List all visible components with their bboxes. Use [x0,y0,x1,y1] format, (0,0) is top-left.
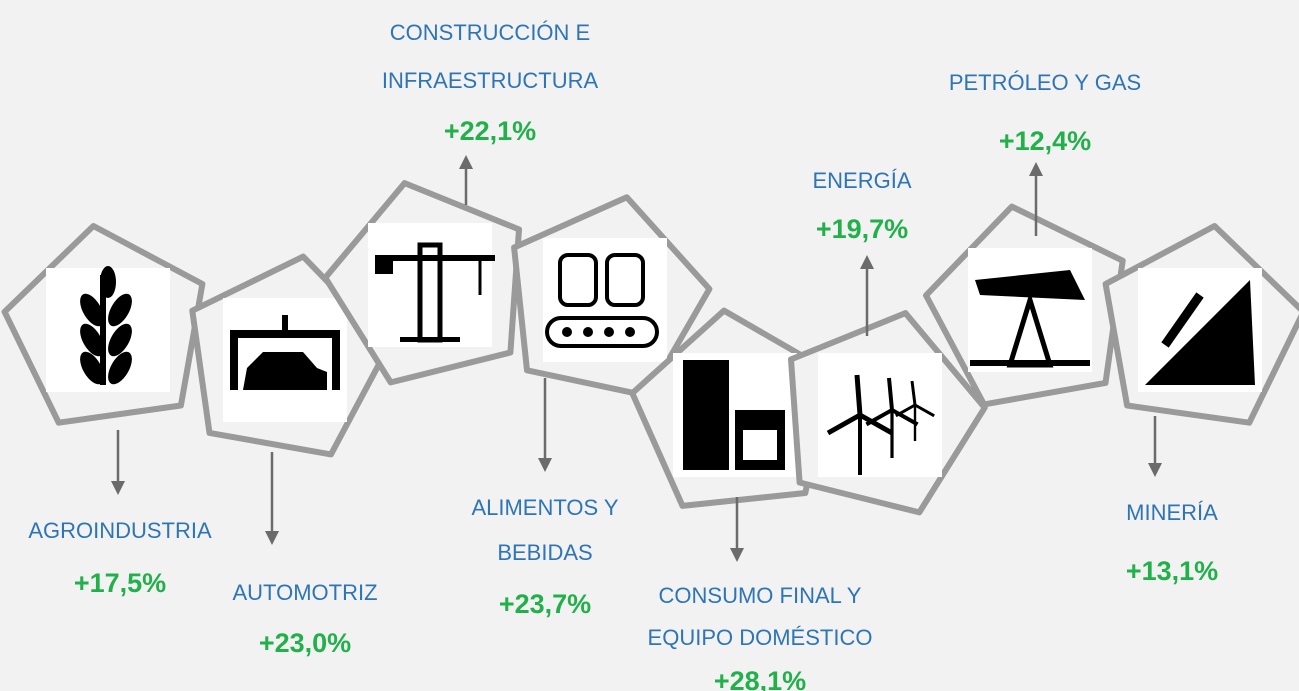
icon-part [895,380,935,418]
icon-part [230,330,340,338]
arrow-head [1148,463,1162,477]
icon-part [975,270,1085,300]
sector: ALIMENTOS Y BEBIDAS +23,7% [471,194,713,619]
sector-growth: +23,0% [259,628,351,658]
sector-label: AGROINDUSTRIA [28,518,212,543]
sector: PETRÓLEO Y GAS +12,4% [923,70,1141,408]
sector-label: CONSUMO FINAL Y [659,583,862,608]
icon-part [826,374,894,436]
icon-part [604,327,614,337]
icon [230,315,340,390]
arrow-head [538,458,552,472]
icon-part [583,327,593,337]
icon-part [562,327,572,337]
icon-box [368,223,492,347]
arrow-head [265,531,279,545]
arrow-head [1029,162,1043,176]
sector-label: PETRÓLEO Y GAS [949,70,1141,95]
sector-growth: +13,1% [1126,556,1218,586]
icon-part [865,377,919,427]
arrow-head [860,255,874,269]
arrow-head [459,155,473,169]
sector-label: ENERGÍA [812,168,911,193]
sector-label: MINERÍA [1126,500,1218,525]
sector-label: INFRAESTRUCTURA [382,68,599,93]
icon [826,374,935,475]
sector-label: ALIMENTOS Y [471,495,618,520]
sector-label: BEBIDAS [497,540,592,565]
icon-part [625,327,635,337]
icon [683,360,785,470]
sector-growth: +17,5% [74,568,166,598]
sector-label: AUTOMOTRIZ [232,580,377,605]
icon-part [545,316,659,348]
icon-part [282,315,288,330]
sector-growth: +23,7% [499,589,591,619]
sector-growth: +28,1% [714,666,806,691]
icon-part [400,337,460,342]
icon-part [605,253,645,307]
icon-part [558,253,598,307]
icon [545,253,659,348]
sector: AGROINDUSTRIA +17,5% [1,223,212,598]
icon-part [375,260,393,274]
sector: MINERÍA +13,1% [1102,223,1299,586]
sector-growth: +22,1% [444,116,536,146]
arrow-head [730,548,744,562]
icon-part [230,330,238,390]
arrow-head [111,481,125,495]
icon-part [970,360,1090,366]
icon-part [1161,292,1204,348]
sector-label: CONSTRUCCIÓN E [390,20,590,45]
sector-growth: +12,4% [999,126,1091,156]
sector: ENERGÍA +19,7% [788,168,988,516]
icon [375,242,495,343]
icon-part [243,352,327,390]
icon-part [1145,280,1255,385]
icon-part [683,360,729,470]
sector: CONSUMO FINAL Y EQUIPO DOMÉSTICO +28,1% [629,307,873,691]
sector: AUTOMOTRIZ +23,0% [189,253,392,658]
icon-part [743,430,777,460]
icon [1145,280,1255,385]
sector-label: EQUIPO DOMÉSTICO [648,625,873,650]
icon-box [968,248,1092,372]
icon-part [375,255,495,261]
icon-part [332,330,340,390]
icon [970,270,1090,368]
sector-growth: +19,7% [816,214,908,244]
sector: CONSTRUCCIÓN E INFRAESTRUCTURA +22,1% [322,20,599,386]
